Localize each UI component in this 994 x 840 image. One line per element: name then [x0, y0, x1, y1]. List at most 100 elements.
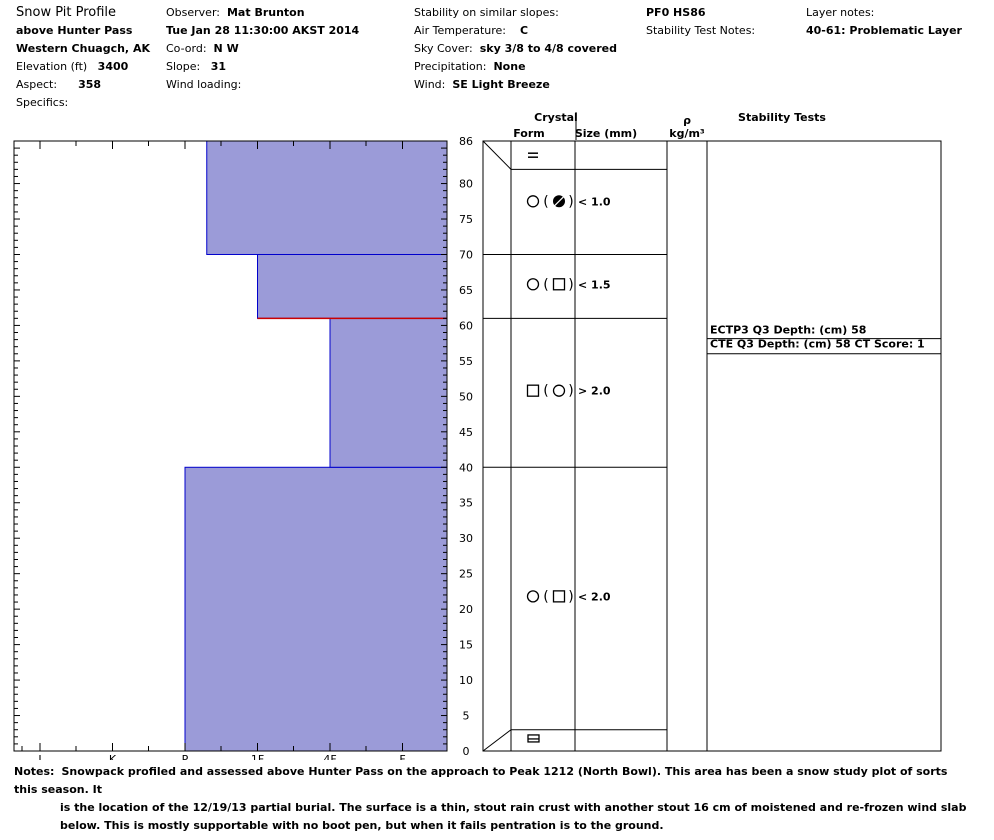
- hardness-tick-label: P: [182, 753, 189, 760]
- size-heading: Size (mm): [575, 127, 637, 140]
- height-tick-label: 15: [459, 639, 473, 652]
- hardness-bar-0: [184, 466, 448, 752]
- stability-test-0: ECTP3 Q3 Depth: (cm) 58: [710, 324, 866, 337]
- grain-size-label: < 1.5: [578, 278, 611, 291]
- sky-label: Sky Cover:: [414, 42, 473, 55]
- hardness-layers: [40, 140, 448, 752]
- height-tick-label: 35: [459, 497, 473, 510]
- faceted-grain-icon: [552, 278, 566, 291]
- height-tick-label: 80: [459, 178, 473, 191]
- observer-label: Observer:: [166, 6, 220, 19]
- height-tick-label: 5: [463, 710, 470, 723]
- crystal-column: () < 1.0 () < 1.5 () > 2.0 () < 2.0: [482, 140, 667, 752]
- height-tick-label: 70: [459, 248, 473, 261]
- gutter-connector-top: [482, 140, 512, 170]
- height-tick-label: 86: [459, 135, 473, 148]
- open-paren: (: [543, 194, 548, 210]
- layer-notes-value: 40-61: Problematic Layer: [806, 24, 962, 37]
- height-tick-label: 40: [459, 461, 473, 474]
- close-paren: ): [568, 277, 573, 293]
- height-tick-label: 20: [459, 603, 473, 616]
- pf-value: PF0 HS86: [646, 6, 706, 19]
- hardness-bar-2: [257, 253, 448, 319]
- stability-label: Stability on similar slopes:: [414, 6, 559, 19]
- grain-size-label: < 2.0: [578, 590, 611, 603]
- coord-value: N W: [213, 42, 239, 55]
- hardness-tick-label: I: [38, 753, 41, 760]
- open-paren: (: [543, 383, 548, 399]
- height-tick-label: 50: [459, 390, 473, 403]
- height-tick-label: 45: [459, 426, 473, 439]
- notes-label: Notes:: [14, 765, 55, 778]
- hardness-tick-label: F: [399, 753, 405, 760]
- notes: Notes: Snowpack profiled and assessed ab…: [14, 763, 974, 835]
- crystal-heading: Crystal: [534, 111, 578, 124]
- specifics-label: Specifics:: [16, 96, 69, 109]
- rounded-grain-icon: [526, 590, 540, 603]
- sky-value: sky 3/8 to 4/8 covered: [479, 42, 617, 55]
- rho-heading: ρ: [683, 114, 691, 127]
- air-temp-value: C: [520, 24, 529, 37]
- grain-size-label: < 1.0: [578, 195, 611, 208]
- datetime: Tue Jan 28 11:30:00 AKST 2014: [166, 24, 360, 37]
- close-paren: ): [568, 589, 573, 605]
- air-temp-label: Air Temperature:: [414, 24, 506, 37]
- hardness-tick-label: K: [109, 753, 117, 760]
- notes-line-2: is the location of the 12/19/13 partial …: [60, 801, 967, 814]
- elevation-label: Elevation (ft): [16, 60, 88, 73]
- hardness-bar-1: [329, 317, 448, 468]
- form-heading: Form: [513, 127, 545, 140]
- mixed-grain-slash: [553, 195, 565, 207]
- stability-notes-label: Stability Test Notes:: [646, 24, 756, 37]
- right-frame: [482, 140, 942, 752]
- hardness-axis: I K P 1F 4F F: [21, 141, 406, 760]
- location: above Hunter Pass: [16, 24, 133, 37]
- height-tick-label: 0: [463, 745, 470, 758]
- slope-label: Slope:: [166, 60, 201, 73]
- snow-profile-chart: Crystal Form Size (mm) ρ kg/m³ Stability…: [13, 111, 942, 760]
- hardness-tick-label: 1F: [251, 753, 264, 760]
- header-left: Snow Pit Profile above Hunter Pass Weste…: [16, 4, 150, 112]
- rounded-grain-icon: [552, 384, 566, 397]
- header-pf: PF0 HS86 Stability Test Notes:: [646, 4, 755, 40]
- notes-line-3: below. This is mostly supportable with n…: [60, 819, 664, 832]
- observer-value: Mat Brunton: [226, 6, 305, 19]
- stability-tests-heading: Stability Tests: [738, 111, 826, 124]
- height-tick-label: 60: [459, 319, 473, 332]
- rounded-grain-icon: [526, 278, 540, 291]
- page-title: Snow Pit Profile: [16, 5, 117, 20]
- wind-value: SE Light Breeze: [452, 78, 550, 91]
- chart-frame: [13, 140, 942, 752]
- faceted-grain-icon: [526, 384, 540, 397]
- layer-notes-label: Layer notes:: [806, 6, 875, 19]
- gutter-connector-bottom: [482, 729, 512, 752]
- close-paren: ): [568, 383, 573, 399]
- height-axis: 0 5 10 15 20 25 30 35 40 45 50 55 60 65 70 75 80 86: [14, 135, 473, 758]
- height-tick-label: 10: [459, 674, 473, 687]
- range: Western Chuagch, AK: [16, 42, 150, 55]
- stability-test-1: CTE Q3 Depth: (cm) 58 CT Score: 1: [710, 338, 925, 351]
- precip-label: Precipitation:: [414, 60, 487, 73]
- elevation-value: 3400: [97, 60, 129, 73]
- height-tick-label: 75: [459, 213, 473, 226]
- wind-label: Wind:: [414, 78, 446, 91]
- slope-value: 31: [210, 60, 227, 73]
- height-tick-label: 30: [459, 532, 473, 545]
- hardness-tick-label: 4F: [323, 753, 336, 760]
- open-paren: (: [543, 589, 548, 605]
- precip-value: None: [493, 60, 526, 73]
- height-tick-label: 65: [459, 284, 473, 297]
- height-tick-label: 25: [459, 568, 473, 581]
- open-paren: (: [543, 277, 548, 293]
- wind-loading-label: Wind loading:: [166, 78, 242, 91]
- height-tick-label: 55: [459, 355, 473, 368]
- rounded-grain-icon: [526, 195, 540, 208]
- aspect-label: Aspect:: [16, 78, 58, 91]
- density-unit-heading: kg/m³: [669, 127, 705, 140]
- notes-line-1: Snowpack profiled and assessed above Hun…: [14, 765, 948, 796]
- faceted-grain-icon: [552, 590, 566, 603]
- hardness-bar-3: [206, 140, 448, 255]
- close-paren: ): [568, 194, 573, 210]
- header-layer-notes: Layer notes: 40-61: Problematic Layer: [806, 4, 962, 40]
